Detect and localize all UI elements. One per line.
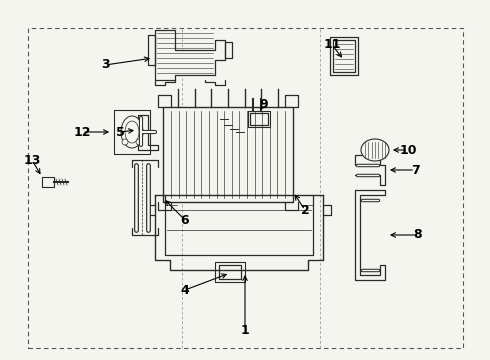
Bar — [28, 28, 463, 348]
Polygon shape — [155, 30, 225, 80]
Polygon shape — [148, 35, 155, 65]
Circle shape — [136, 139, 142, 145]
Text: 9: 9 — [260, 99, 269, 112]
Text: 8: 8 — [414, 229, 422, 242]
Text: 1: 1 — [241, 324, 249, 337]
Text: 13: 13 — [24, 153, 41, 166]
Polygon shape — [355, 190, 385, 280]
Text: 3: 3 — [100, 58, 109, 72]
Text: 10: 10 — [399, 144, 417, 157]
Text: 2: 2 — [301, 203, 309, 216]
Polygon shape — [138, 115, 158, 150]
Text: 5: 5 — [116, 126, 124, 139]
Polygon shape — [163, 107, 293, 202]
Ellipse shape — [361, 139, 389, 161]
Ellipse shape — [121, 116, 143, 148]
Text: 12: 12 — [73, 126, 91, 139]
Text: 4: 4 — [181, 284, 189, 297]
Text: 11: 11 — [323, 39, 341, 51]
Polygon shape — [215, 262, 245, 282]
Text: 7: 7 — [411, 163, 419, 176]
Polygon shape — [225, 42, 232, 58]
Ellipse shape — [125, 121, 139, 143]
Text: 6: 6 — [181, 213, 189, 226]
Circle shape — [122, 139, 128, 145]
